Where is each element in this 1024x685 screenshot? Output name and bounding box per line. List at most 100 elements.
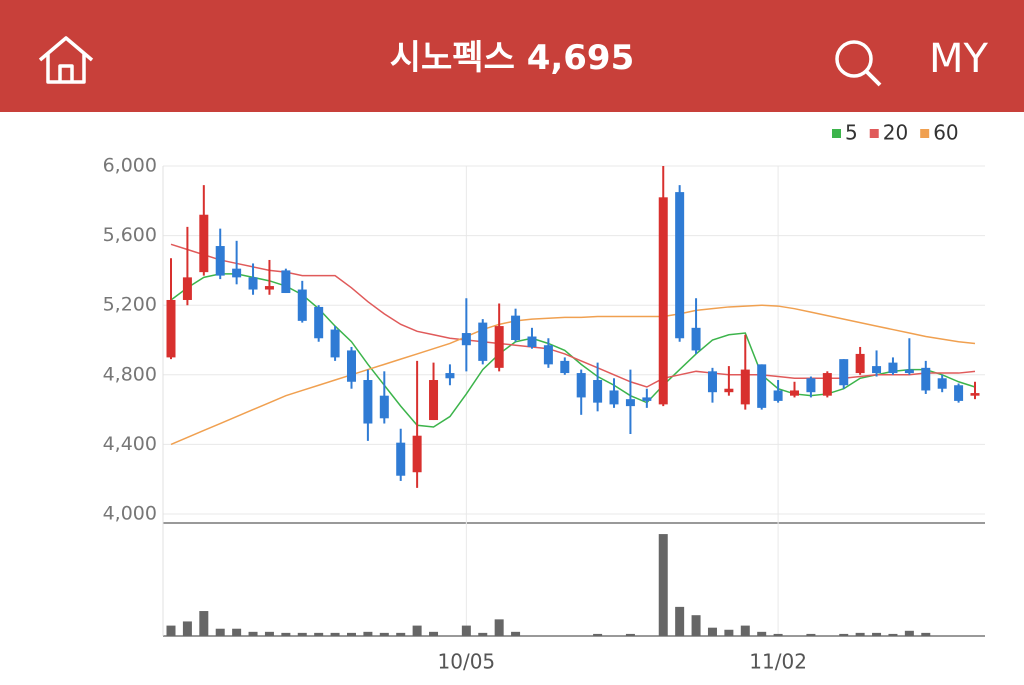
candle-body	[363, 380, 373, 424]
candle-body	[232, 268, 242, 278]
candle-body	[806, 378, 816, 393]
volume-bar	[593, 633, 603, 636]
candle-body	[543, 345, 553, 365]
candle-body	[872, 366, 882, 374]
volume-bar	[888, 633, 898, 636]
legend-label: 60	[933, 121, 958, 145]
candle-body	[248, 277, 258, 290]
legend-label: 20	[883, 121, 908, 145]
volume-bar	[215, 628, 225, 636]
candle-body	[560, 360, 570, 374]
candle-body	[215, 246, 225, 276]
candle-body	[330, 329, 340, 358]
volume-bar	[297, 632, 307, 636]
y-tick-label: 4,400	[103, 433, 157, 455]
candle-body	[904, 369, 914, 374]
volume-bar	[724, 629, 734, 636]
candle-body	[625, 399, 635, 407]
chart: 4,000 4,400 4,800 5,200 5,600 6,000 10/05 11/02…	[103, 121, 985, 674]
ma-line	[170, 243, 976, 388]
volume-bar	[675, 606, 685, 636]
candle-body	[839, 359, 849, 386]
volume-bar	[314, 632, 324, 636]
volume-bar	[363, 631, 373, 636]
volume-bar	[182, 621, 192, 636]
volume-bar	[494, 619, 504, 636]
candle-body	[412, 435, 422, 473]
candle-body	[166, 299, 176, 358]
volume-bar	[511, 631, 521, 636]
volume-bar	[707, 627, 717, 636]
candle-body	[707, 371, 717, 393]
stock-title: 시노펙스 4,695	[389, 38, 635, 78]
candle-body	[954, 385, 964, 401]
volume-bar	[379, 632, 389, 636]
volume-bar	[346, 632, 356, 636]
volume-bar	[264, 631, 274, 636]
candle-body	[396, 442, 406, 476]
candle-body	[576, 373, 586, 398]
candle-body	[314, 306, 324, 339]
volume-bar	[478, 632, 488, 636]
y-tick-label: 6,000	[103, 155, 157, 177]
candle-body	[757, 364, 767, 408]
volume-bar	[839, 633, 849, 636]
volume-bar	[773, 633, 783, 636]
volume-bar	[166, 625, 176, 636]
volume-bar	[691, 615, 701, 636]
candle-body	[182, 277, 192, 300]
x-tick-label: 11/02	[749, 650, 807, 674]
candle-body	[281, 270, 291, 294]
volume-bar	[855, 632, 865, 636]
volume-bar	[429, 631, 439, 636]
candle-body	[773, 390, 783, 401]
candle-body	[346, 350, 356, 382]
candle-body	[445, 373, 455, 379]
candle-body	[264, 286, 274, 290]
legend-label: 5	[845, 121, 858, 145]
y-tick-label: 5,600	[103, 224, 157, 246]
candle-body	[527, 336, 537, 347]
volume-bar	[806, 633, 816, 636]
candle-body	[921, 367, 931, 391]
header-bar: 시노펙스 4,695 MY	[0, 0, 1024, 112]
ma-line	[170, 273, 976, 428]
candle-body	[740, 369, 750, 405]
candle-body	[494, 326, 504, 368]
candle-body	[855, 353, 865, 374]
legend-swatch	[869, 129, 879, 138]
candle-body	[888, 362, 898, 374]
volume-bar	[740, 625, 750, 636]
volume-bar	[921, 632, 931, 636]
candle-body	[642, 397, 652, 401]
search-icon[interactable]	[832, 38, 884, 88]
candle-body	[379, 395, 389, 419]
candle-body	[658, 197, 668, 405]
volume-bar	[658, 534, 668, 636]
x-tick-label: 10/05	[438, 650, 496, 674]
candle-body	[937, 378, 947, 389]
volume-bar	[757, 631, 767, 636]
candle-body	[724, 388, 734, 393]
volume-bar	[281, 632, 291, 636]
candle-body	[609, 390, 619, 405]
y-tick-label: 4,000	[103, 503, 157, 525]
candle-body	[478, 322, 488, 361]
y-tick-label: 4,800	[103, 363, 157, 385]
candle-body	[790, 390, 800, 396]
volume-bar	[904, 630, 914, 636]
my-button[interactable]: MY	[929, 36, 988, 82]
candle-body	[297, 289, 307, 321]
candle-body	[199, 214, 209, 273]
legend-swatch	[832, 129, 841, 138]
volume-bar	[199, 611, 209, 636]
volume-bar	[396, 632, 406, 636]
candle-body	[970, 393, 980, 396]
candle-body	[691, 327, 701, 351]
volume-bar	[461, 625, 471, 636]
candle-body	[461, 333, 471, 346]
home-icon[interactable]	[36, 34, 96, 86]
candle-body	[429, 380, 439, 421]
volume-bar	[232, 628, 242, 636]
